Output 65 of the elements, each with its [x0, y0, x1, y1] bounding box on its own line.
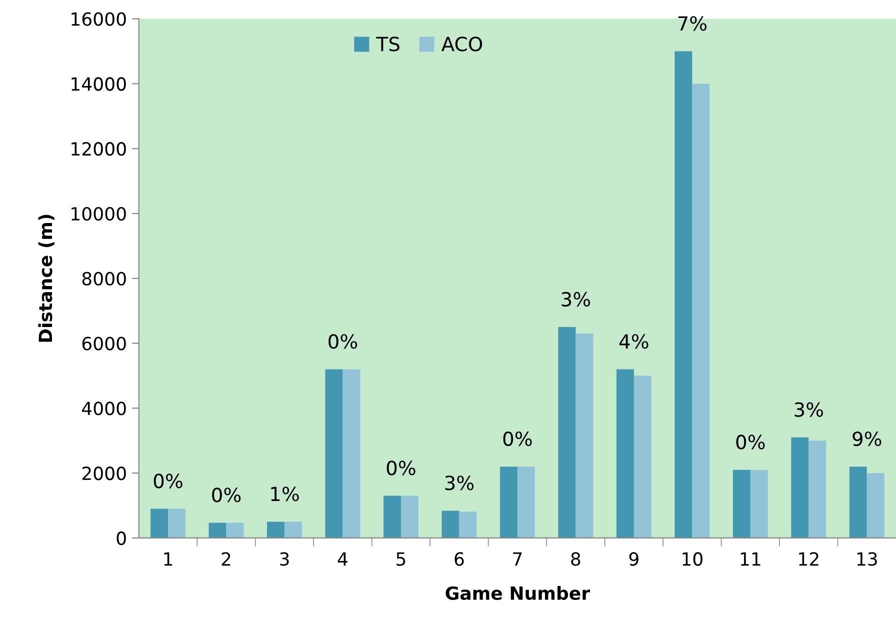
- bar: [500, 466, 518, 538]
- x-tick-label: 2: [222, 552, 230, 566]
- bar: [267, 522, 284, 538]
- bar: [558, 327, 576, 538]
- y-tick-label: 4000: [82, 402, 126, 416]
- annotation: 3%: [562, 292, 590, 307]
- x-tick-label: 13: [857, 552, 877, 566]
- annotation: 7%: [678, 16, 707, 31]
- annotation: 3%: [445, 476, 474, 490]
- annotation: 0%: [503, 431, 532, 446]
- y-tick-label: 6000: [82, 336, 126, 350]
- bar: [517, 466, 535, 538]
- x-tick-label: 3: [280, 552, 289, 566]
- bar: [692, 84, 710, 538]
- y-tick-label: 2000: [82, 466, 126, 480]
- y-tick-label: 12000: [72, 142, 126, 156]
- bar: [284, 522, 302, 538]
- x-tick-label: 1: [164, 552, 172, 566]
- legend-label: TS: [376, 36, 400, 52]
- bar: [226, 522, 244, 538]
- bar: [459, 512, 477, 538]
- y-tick-label: 10000: [72, 206, 126, 221]
- annotation: 1%: [271, 486, 299, 502]
- y-axis-title: Distance (m): [38, 214, 54, 342]
- x-tick-label: 4: [338, 552, 348, 566]
- bar: [866, 473, 884, 538]
- bar: [150, 508, 168, 538]
- bar: [674, 51, 692, 538]
- bar: [325, 369, 343, 538]
- bar: [791, 437, 809, 538]
- x-axis-title: Game Number: [446, 586, 590, 600]
- bar: [808, 440, 826, 538]
- bar: [750, 470, 768, 538]
- bar: [383, 496, 401, 538]
- annotation: 0%: [736, 434, 765, 450]
- bar: [442, 510, 460, 538]
- y-tick-label: 16000: [72, 12, 126, 26]
- annotation: 0%: [386, 460, 416, 476]
- x-tick-label: 5: [396, 552, 406, 566]
- bar: [208, 522, 226, 538]
- bar: [400, 496, 418, 538]
- y-tick-label: 8000: [82, 272, 126, 286]
- annotation: 0%: [154, 474, 182, 488]
- bar: [576, 334, 594, 538]
- x-tick-label: 9: [629, 552, 638, 566]
- y-tick-label: 14000: [72, 77, 126, 91]
- x-tick-label: 7: [513, 552, 522, 566]
- annotation: 3%: [794, 402, 823, 417]
- x-tick-label: 10: [682, 552, 702, 566]
- legend-label: ACO: [441, 36, 482, 52]
- bar: [634, 376, 652, 538]
- annotation: 4%: [619, 334, 648, 349]
- bar: [616, 369, 634, 538]
- bar: [342, 369, 360, 538]
- annotation: 9%: [852, 431, 882, 446]
- y-tick-label: 0: [116, 531, 126, 546]
- annotation: 0%: [212, 488, 241, 502]
- annotation: 0%: [328, 334, 358, 349]
- x-tick-label: 11: [740, 552, 760, 566]
- x-tick-label: 8: [571, 552, 580, 566]
- bar: [732, 470, 750, 538]
- bar: [168, 508, 186, 538]
- x-tick-label: 12: [799, 552, 818, 566]
- x-tick-label: 6: [454, 552, 464, 566]
- bar: [849, 466, 867, 538]
